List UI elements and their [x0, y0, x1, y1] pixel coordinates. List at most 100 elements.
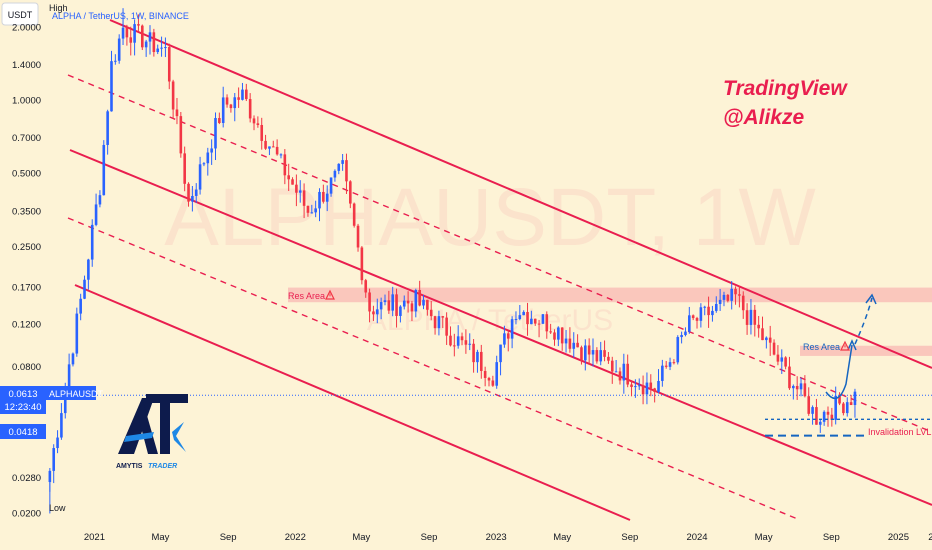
time-tick-label: May: [755, 532, 773, 543]
time-tick-label: Sep: [220, 532, 237, 543]
candle-bear: [372, 311, 375, 315]
candle-bear: [433, 316, 437, 329]
price-tick-label: 2.0000: [12, 22, 41, 33]
candle-bull: [514, 319, 518, 321]
candle-bear: [576, 342, 579, 348]
price-tick-label: 0.0800: [12, 362, 41, 373]
candle-bear: [129, 37, 133, 43]
candle-bull: [117, 38, 121, 61]
candle-bull: [241, 89, 244, 100]
candle-bull: [572, 342, 576, 349]
time-tick-label: May: [352, 532, 370, 543]
candle-bull: [114, 60, 117, 62]
res-area-right-label[interactable]: Res Area: [803, 340, 850, 352]
res-zone-band: [288, 287, 932, 303]
candle-bear: [653, 388, 656, 392]
channel-line-solid: [74, 284, 631, 521]
candle-bull: [422, 299, 425, 306]
candle-bear: [761, 328, 764, 341]
candle-bull: [811, 407, 814, 414]
candle-bull: [614, 371, 618, 373]
invalidation-label: Invalidation LVL: [868, 427, 931, 437]
candle-bear: [626, 363, 629, 385]
currency-badge[interactable]: [1, 2, 39, 26]
candle-bear: [533, 318, 537, 324]
candle-bear: [830, 414, 834, 420]
res-zone-band: [800, 345, 932, 356]
candle-bear: [741, 295, 745, 311]
candle-bull: [383, 300, 387, 303]
candle-bear: [537, 323, 541, 325]
candle-bear: [291, 179, 294, 185]
candle-bull: [333, 170, 337, 178]
candle-bull: [341, 160, 344, 164]
candle-bull: [210, 148, 213, 153]
candle-bear: [167, 47, 171, 82]
candle-bear: [406, 300, 410, 304]
candle-bear: [349, 181, 352, 204]
candle-bear: [441, 316, 445, 318]
candle-bear: [788, 366, 791, 389]
candle-bull: [468, 343, 472, 345]
candle-bull: [329, 177, 333, 194]
candle-bull: [749, 309, 753, 325]
time-tick-label: May: [151, 532, 169, 543]
candle-bear: [275, 146, 279, 155]
last-price-tag[interactable]: 0.0613 12:23:40 ALPHAUSDT: [0, 386, 104, 414]
candle-bull: [622, 363, 626, 381]
candle-bull: [645, 382, 649, 395]
symbol-line: ALPHA / TetherUS, 1W, BINANCE: [52, 11, 189, 21]
price-tick-label: 0.2500: [12, 242, 41, 253]
candle-bear: [664, 365, 668, 367]
candle-bear: [560, 327, 564, 344]
candle-bull: [206, 152, 210, 164]
candle-bull: [310, 212, 314, 214]
candle-bear: [175, 109, 179, 117]
candle-bull: [668, 362, 672, 367]
logo-caption-1: AMYTIS: [116, 463, 143, 470]
price-tick-label: 0.3500: [12, 206, 41, 217]
low-marker: Low: [49, 503, 66, 513]
amytis-trader-logo: AMYTIS TRADER: [116, 394, 188, 470]
price-axis[interactable]: 2.0000 1.4000 1.0000 0.7000 0.5000 0.3500 0.25…: [12, 22, 41, 519]
time-tick-label: 2021: [84, 532, 105, 543]
candle-bull: [557, 327, 560, 340]
res-area-left-label[interactable]: Res Area: [288, 289, 335, 301]
candle-bull: [144, 41, 148, 48]
candle-bull: [375, 309, 379, 315]
candle-bull: [711, 310, 714, 316]
candle-bull: [83, 279, 86, 299]
candle-bull: [202, 163, 206, 165]
candle-bull: [822, 411, 826, 422]
candle-bear: [395, 294, 398, 316]
candle-bear: [491, 380, 495, 386]
projection-arrowhead: [847, 339, 857, 351]
candle-bear: [218, 118, 221, 123]
candle-bull: [325, 193, 329, 202]
candle-bull: [780, 357, 784, 362]
candle-bear: [603, 350, 606, 357]
symbol-header[interactable]: USDT ALPHA / TetherUS, 1W, BINANCE High …: [1, 2, 189, 513]
candle-bear: [768, 337, 772, 343]
candle-bull: [214, 118, 217, 149]
candle-bear: [460, 336, 464, 341]
candle-bull: [676, 337, 680, 363]
price-tick-label: 0.7000: [12, 133, 41, 144]
candle-bull: [503, 333, 506, 345]
candle-bear: [426, 299, 429, 310]
candle-bear: [672, 362, 676, 364]
candle-bull: [634, 386, 637, 388]
res-area-left-text: Res Area: [288, 291, 325, 301]
candle-bear: [410, 303, 414, 312]
time-axis[interactable]: 2021 May Sep 2022 May Sep 2023 May Sep 2024 May Sep…: [84, 532, 932, 543]
candle-bear: [610, 360, 614, 372]
candle-bear: [483, 370, 487, 378]
support-price-tag[interactable]: 0.0418: [0, 424, 46, 439]
candle-bull: [121, 27, 125, 39]
candle-bull: [198, 164, 202, 190]
candle-bull: [722, 294, 726, 300]
candle-bear: [171, 81, 175, 110]
projection-path: [825, 293, 877, 400]
